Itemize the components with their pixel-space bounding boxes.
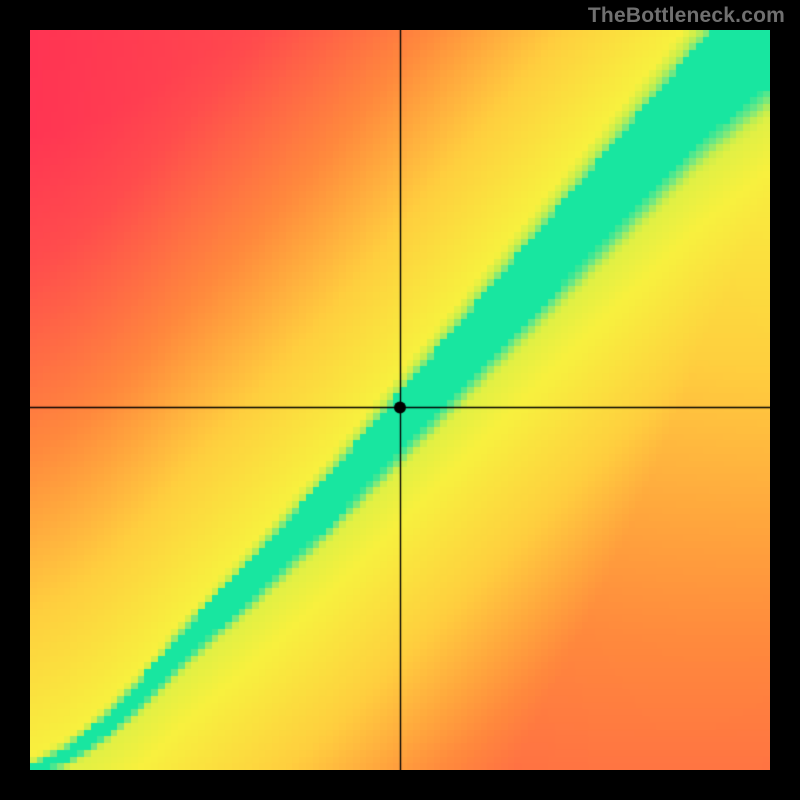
crosshair-overlay [30,30,770,770]
chart-frame: { "watermark": { "text": "TheBottleneck.… [0,0,800,800]
watermark-text: TheBottleneck.com [588,4,785,28]
